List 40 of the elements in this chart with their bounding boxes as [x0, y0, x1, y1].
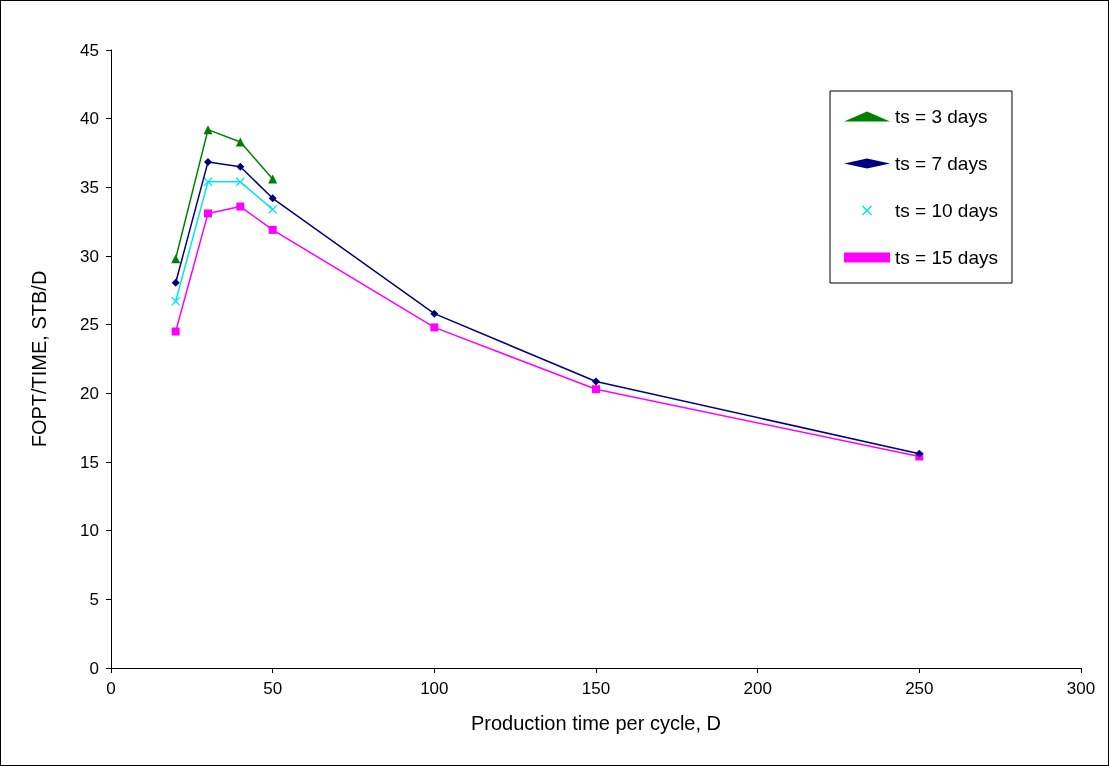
y-tick-label: 10 [80, 521, 99, 541]
point [235, 137, 245, 147]
point [204, 157, 212, 166]
x-axis-title: Production time per cycle, D [470, 712, 722, 734]
point [268, 194, 277, 203]
y-tick-label: 0 [89, 658, 99, 678]
y-axis-title: FOPT/TIME, STB/D [28, 270, 50, 448]
x-tick-label: 50 [263, 679, 283, 698]
point [592, 385, 600, 394]
y-tick-label: 35 [80, 177, 99, 197]
point [236, 162, 245, 171]
legend-label: ts = 10 days [895, 200, 999, 221]
point [203, 177, 213, 187]
y-tick-label: 30 [80, 246, 99, 266]
point [268, 225, 277, 234]
legend-label: ts = 3 days [895, 106, 988, 127]
point [203, 125, 213, 135]
y-tick-label: 25 [80, 315, 99, 335]
x-tick-label: 250 [905, 679, 934, 698]
y-tick-label: 15 [80, 452, 99, 472]
y-tick-label: 40 [80, 109, 99, 129]
legend-label: ts = 15 days [895, 247, 999, 268]
legend-label: ts = 7 days [895, 153, 988, 174]
x-tick-label: 0 [106, 679, 116, 698]
point [171, 327, 180, 336]
point [236, 202, 245, 211]
point [592, 377, 600, 386]
y-tick-label: 20 [80, 383, 99, 403]
point [204, 209, 212, 218]
x-tick-label: 100 [420, 679, 449, 698]
point [430, 309, 439, 318]
x-tick-label: 200 [743, 679, 772, 698]
point [430, 323, 439, 332]
y-tick-label: 5 [89, 589, 99, 609]
point [171, 278, 180, 287]
x-tick-label: 300 [1066, 679, 1096, 698]
x-tick-label: 150 [581, 679, 611, 698]
point [268, 174, 278, 184]
y-tick-label: 45 [80, 40, 99, 60]
point [235, 177, 245, 187]
